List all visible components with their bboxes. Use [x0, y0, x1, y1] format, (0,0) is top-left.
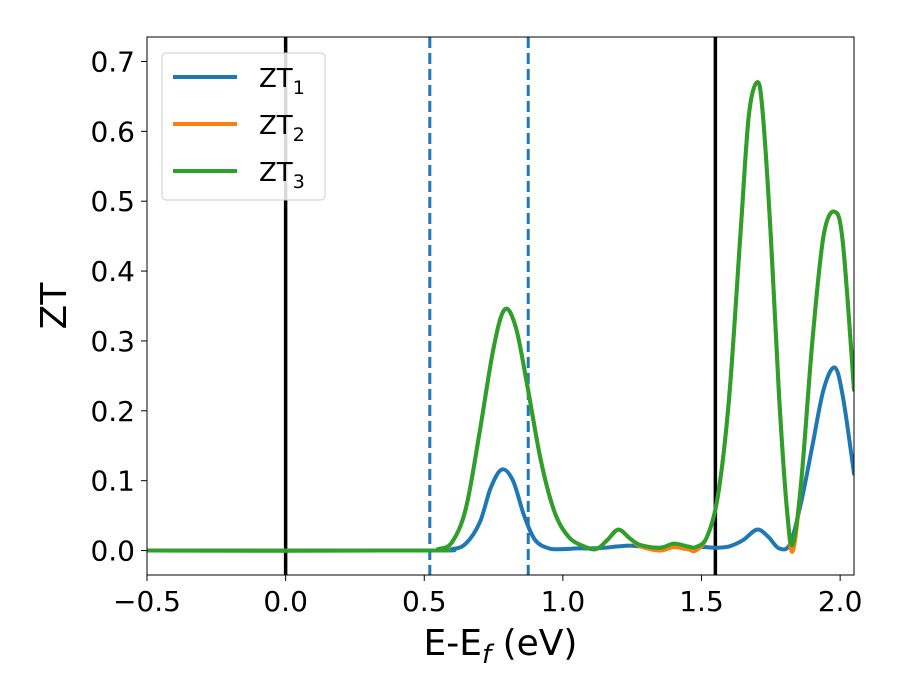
axes-frame	[146, 36, 855, 576]
y-axis: 0.0 0.1 0.2 0.3 0.4 0.5 0.6 0.7	[90, 45, 147, 568]
x-tick-label: 0.5	[402, 585, 447, 618]
x-tick-label: 1.0	[541, 585, 586, 618]
legend-label-zt3: ZT3	[259, 158, 305, 193]
y-axis-label: ZT	[34, 282, 75, 330]
y-tick-label: 0.2	[90, 395, 135, 428]
x-tick-label: 2.0	[818, 585, 863, 618]
y-tick-label: 0.1	[90, 465, 135, 498]
plot-area	[147, 37, 854, 575]
legend: ZT1 ZT2 ZT3	[161, 52, 326, 201]
y-tick-label: 0.3	[90, 325, 135, 358]
series-line-zt3	[147, 80, 854, 553]
x-axis-label: E-Ef (eV)	[424, 623, 578, 670]
y-tick-label: 0.0	[90, 535, 135, 568]
legend-box	[161, 52, 326, 201]
x-tick-label: −0.5	[113, 585, 181, 618]
y-tick-label: 0.6	[90, 115, 135, 148]
y-tick-label: 0.4	[90, 255, 135, 288]
legend-label-zt1: ZT1	[259, 64, 305, 99]
x-axis: −0.5 0.0 0.5 1.0 1.5 2.0	[113, 575, 862, 618]
x-tick-label: 0.0	[263, 585, 308, 618]
y-tick-label: 0.5	[90, 185, 135, 218]
x-tick-label: 1.5	[679, 585, 724, 618]
y-tick-label: 0.7	[90, 45, 135, 78]
legend-label-zt2: ZT2	[259, 111, 305, 146]
